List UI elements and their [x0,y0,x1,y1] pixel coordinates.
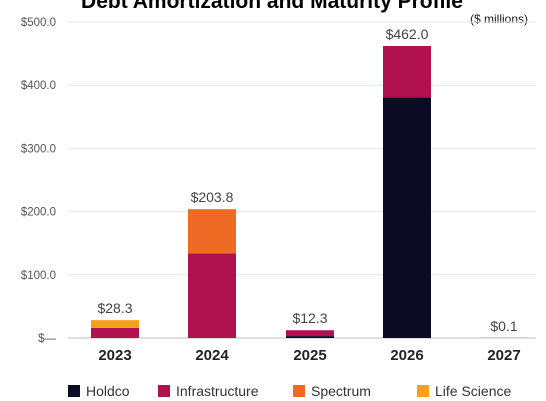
x-tick-label-2025: 2025 [293,347,326,364]
legend-label-holdco: Holdco [86,383,130,399]
data-label-2027: $0.1 [490,318,517,334]
bar-infrastructure-2024 [188,253,236,338]
bar-spectrum-2024 [188,209,236,254]
x-tick-label-2023: 2023 [98,347,131,364]
bar-infrastructure-2026 [383,46,431,98]
y-tick-label: $200.0 [21,207,56,219]
units-note: ($ millions) [470,12,528,26]
bar-infrastructure-2025 [286,330,334,337]
bar-layer [91,46,528,338]
y-tick-label: $— [38,333,56,345]
y-tick-label: $100.0 [21,270,56,282]
legend-swatch-infrastructure [158,385,170,397]
x-tick-label-2024: 2024 [195,347,229,364]
legend-label-infrastructure: Infrastructure [176,383,259,399]
legend-swatch-life-science [417,385,429,397]
x-tick-label-2027: 2027 [487,347,520,364]
bar-life-science-2023 [91,320,139,328]
legend-swatch-spectrum [293,385,305,397]
chart-title: Debt Amortization and Maturity Profile [81,0,463,13]
label-layer: $— $100.0 $200.0 $300.0 $400.0 $500.0 $28.3 202… [21,17,521,364]
data-label-2026: $462.0 [386,26,429,42]
data-label-2025: $12.3 [292,310,327,326]
legend-label-life-science: Life Science [435,383,511,399]
x-tick-label-2026: 2026 [390,347,423,364]
y-tick-label: $300.0 [21,143,56,155]
grid-layer [68,21,536,339]
data-label-2024: $203.8 [191,189,234,205]
legend: Holdco Infrastructure Spectrum Life Science [68,383,511,399]
y-tick-label: $400.0 [21,80,56,92]
bar-infrastructure-2023 [91,327,139,338]
legend-swatch-holdco [68,385,80,397]
legend-label-spectrum: Spectrum [311,383,371,399]
bar-holdco-2026 [383,97,431,338]
bar-holdco-2025 [286,336,334,338]
y-tick-label: $500.0 [21,17,56,29]
data-label-2023: $28.3 [97,300,132,316]
